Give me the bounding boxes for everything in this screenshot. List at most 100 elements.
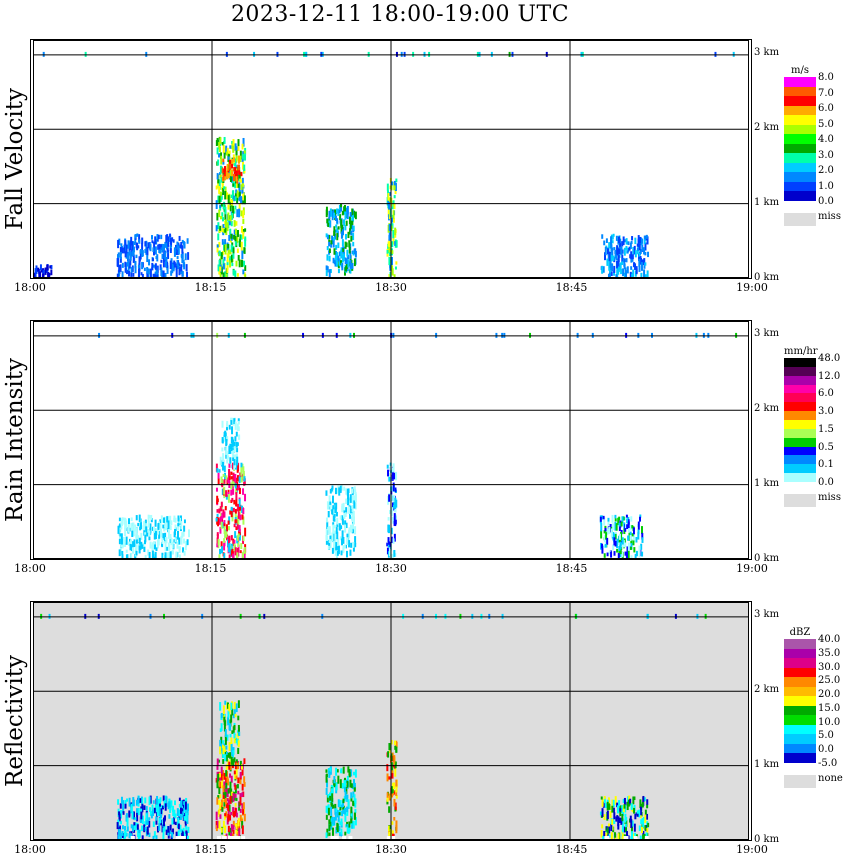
echo-cell [118,526,121,534]
y-tick-label: 2 km [754,684,780,695]
echo-cell [232,454,235,462]
x-tick-label: 18:45 [555,281,588,294]
echo-cell [183,262,186,270]
echo-cell [179,824,182,829]
echo-cell [216,173,219,180]
echo-cell [344,211,347,220]
echo-cell [168,830,171,835]
echo-cell [343,777,346,782]
echo-cell [608,826,611,834]
echo-cell [149,523,152,530]
echo-cell [619,549,622,555]
echo-cell [136,533,139,539]
echo-cell [395,789,398,796]
echo-cell [171,268,174,274]
echo-cell [160,515,163,521]
echo-cell [637,529,640,535]
echo-cell [476,51,479,57]
echo-cell [243,758,246,765]
colorbar-swatch [784,753,816,764]
echo-cell [169,248,172,254]
echo-cell [216,513,219,518]
echo-cell [229,457,232,464]
echo-cell [227,810,230,815]
echo-cell [239,150,242,160]
echo-cell [243,164,246,171]
echo-cell [354,493,357,503]
echo-cell [622,540,625,548]
echo-cell [140,249,142,253]
echo-cell [164,272,167,278]
echo-cell [346,823,349,828]
echo-cell [632,532,635,540]
echo-cell [243,195,246,205]
echo-cell [614,540,617,547]
echo-cell [387,537,390,543]
echo-cell [135,539,138,544]
echo-cell [118,811,121,816]
echo-cell [149,613,152,619]
colorbar-swatch [784,658,816,669]
echo-cell [141,797,144,807]
echo-cell [345,220,348,226]
echo-cell [388,274,391,278]
echo-cell [224,239,227,245]
echo-cell [155,547,158,551]
echo-cell [124,268,127,273]
echo-cell [39,264,42,271]
echo-cell [177,830,180,839]
echo-cell [627,241,630,245]
echo-cell [253,51,256,57]
echo-cell [242,516,245,525]
colorbar-swatch [784,715,816,726]
echo-cell [164,241,167,248]
colorbar-swatch [784,375,816,386]
echo-cell [391,773,394,779]
echo-cell [392,517,395,524]
echo-cell [388,541,391,545]
echo-cell [331,213,334,221]
echo-cell [347,766,350,773]
echo-cell [218,253,221,257]
echo-cell [232,747,235,752]
echo-cell [344,831,347,836]
echo-cell [42,269,45,277]
echo-cell [600,830,603,838]
echo-cell [155,528,158,532]
echo-cell [614,253,617,259]
echo-cell [178,266,181,276]
echo-cell [233,445,236,450]
echo-cell [646,799,649,805]
echo-cell [167,250,170,259]
echo-cell [180,242,183,249]
echo-cell [333,540,336,548]
colorbar-missing-label: miss [818,211,841,222]
echo-cell [388,743,391,751]
echo-cell [328,248,331,254]
echo-cell [234,193,237,198]
echo-cell [119,256,122,263]
echo-cell [148,536,151,541]
echo-cell [349,250,352,259]
echo-cell [639,815,642,819]
echo-cell [233,783,236,787]
echo-cell [148,530,151,536]
echo-cell [347,799,350,808]
echo-cell [218,181,221,190]
echo-cell [227,538,230,545]
echo-cell [613,270,616,276]
echo-cell [633,262,636,268]
echo-cell [395,178,398,183]
echo-cell [348,540,351,548]
colorbar-swatch [784,420,816,430]
echo-cell [336,523,339,527]
echo-cell [154,519,157,527]
echo-cell [643,235,646,242]
echo-cell [49,265,52,269]
echo-cell [242,535,245,541]
echo-cell [614,518,617,522]
echo-cell [351,262,354,270]
echo-cell [625,552,628,558]
echo-cell [354,769,357,778]
echo-cell [391,516,394,521]
